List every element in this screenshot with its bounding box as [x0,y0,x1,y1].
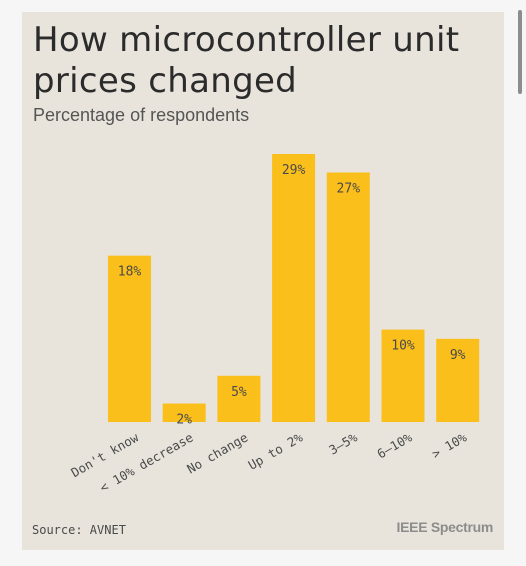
bar-1 [162,403,206,422]
chart-card: How microcontroller unit prices changed … [22,12,504,550]
bar-3 [272,154,316,422]
x-tick-label-6: > 10% [429,429,469,461]
bar-value-label-1: 2% [176,413,192,428]
x-tick-label-4: 3–5% [326,429,360,457]
bar-2 [217,375,261,422]
bar-value-label-6: 9% [450,348,466,363]
x-tick-label-5: 6–10% [374,429,414,461]
x-tick-label-3: Up to 2% [245,429,305,472]
bar-value-label-5: 10% [391,339,415,354]
x-tick-label-1: < 10% decrease [97,430,196,496]
bar-6 [436,338,480,422]
bar-5 [381,329,425,422]
chart-subtitle: Percentage of respondents [33,105,250,125]
bar-value-label-0: 18% [118,265,142,280]
x-tick-label-2: No change [184,430,250,477]
bar-value-label-3: 29% [282,163,306,178]
bar-0 [108,255,151,422]
publisher-logo: IEEE Spectrum [396,519,494,535]
scrollbar-thumb[interactable] [518,10,522,94]
bar-value-label-2: 5% [231,385,247,400]
source-label: Source: AVNET [32,523,126,537]
chart-title: How microcontroller unit prices changed [33,20,460,101]
bar-value-label-4: 27% [337,181,361,196]
bar-4 [326,172,370,422]
